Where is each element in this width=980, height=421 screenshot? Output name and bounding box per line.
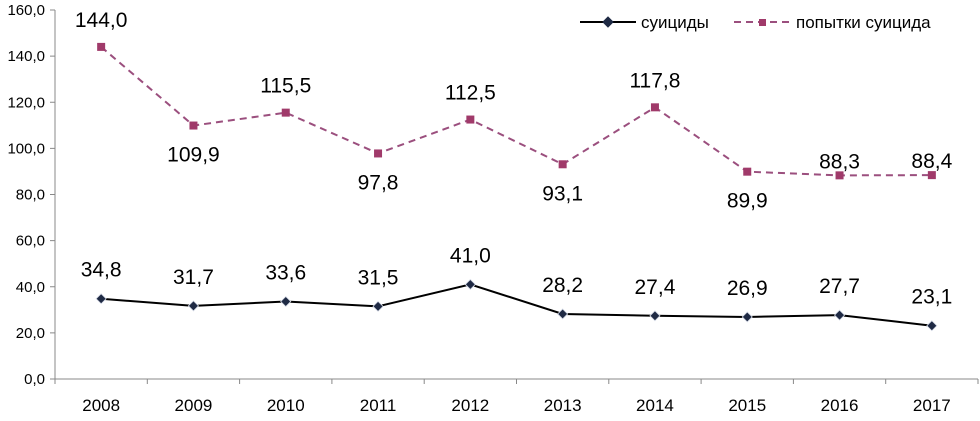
y-tick-label: 60,0 [16,233,45,250]
series-line-attempts [100,46,932,177]
legend-marker-attempts [759,19,766,26]
data-label-suicides: 28,2 [542,274,583,297]
legend-marker-suicides [602,16,614,28]
y-tick-label: 40,0 [16,279,45,296]
data-label-attempts: 88,3 [819,150,860,173]
data-label-suicides: 31,7 [173,266,214,289]
point-marker-attempts [743,167,752,176]
point-marker-attempts [97,42,106,51]
series-layer [95,42,938,332]
x-tick-label: 2015 [728,396,766,415]
y-tick-label: 80,0 [16,187,45,204]
point-marker-attempts [558,160,567,169]
x-tick-label: 2009 [175,396,213,415]
data-label-attempts: 97,8 [358,171,399,194]
point-marker-suicides [926,320,938,332]
point-marker-suicides [280,295,292,308]
legend: суициды попытки суицида [580,13,931,32]
point-marker-attempts [650,103,659,112]
data-label-attempts: 112,5 [445,82,496,105]
data-label-suicides: 34,8 [81,259,122,282]
data-label-attempts: 117,8 [629,69,680,92]
x-tick-label: 2014 [636,396,674,415]
point-marker-attempts [189,121,198,130]
point-marker-attempts [927,171,936,180]
point-marker-suicides [649,310,661,322]
y-tick-label: 120,0 [7,94,45,111]
data-label-attempts: 115,5 [260,75,311,98]
point-marker-suicides [833,309,846,321]
point-marker-attempts [466,115,475,124]
data-label-attempts: 144,0 [75,9,128,32]
data-label-suicides: 23,1 [911,286,952,309]
point-marker-suicides [187,300,200,312]
data-label-suicides: 31,5 [358,266,399,289]
x-tick-label: 2013 [544,396,582,415]
data-label-suicides: 41,0 [450,244,491,267]
x-tick-label: 2016 [821,396,859,415]
data-labels: 34,8 31,7 33,6 31,5 41,0 28,2 27,4 26,9 27,7 23,1… [75,9,953,309]
legend-label-suicides: суициды [641,13,709,32]
x-tick-label: 2010 [267,396,305,415]
x-tick-label: 2011 [360,396,397,415]
point-marker-attempts [835,171,844,180]
point-marker-suicides [372,300,384,312]
y-tick-label: 140,0 [7,48,45,65]
point-marker-attempts [374,149,383,158]
data-label-attempts: 109,9 [167,144,220,167]
data-label-attempts: 89,9 [727,190,768,213]
x-tick-label: 2008 [82,396,120,415]
series-line-suicides [101,283,932,327]
axes: 0,0 20,0 40,0 60,0 80,0 100,0 120,0 140,0 160,0 2… [7,2,979,415]
y-tick-label: 160,0 [7,2,45,19]
y-tick-label: 20,0 [16,325,45,342]
data-label-suicides: 27,4 [635,276,676,299]
point-marker-suicides [557,308,569,320]
data-label-attempts: 93,1 [542,182,583,205]
data-label-suicides: 33,6 [265,262,306,285]
data-label-suicides: 27,7 [819,275,860,298]
point-marker-suicides [95,293,107,305]
data-label-attempts: 88,4 [911,150,952,173]
point-marker-suicides [741,311,753,323]
data-label-suicides: 26,9 [727,277,768,300]
y-tick-label: 0,0 [24,371,45,388]
point-marker-attempts [281,108,290,117]
x-tick-label: 2012 [451,396,489,415]
point-marker-suicides [464,278,476,291]
y-tick-label: 100,0 [7,140,45,157]
x-tick-label: 2017 [913,396,951,415]
legend-label-attempts: попытки суицида [796,13,931,32]
